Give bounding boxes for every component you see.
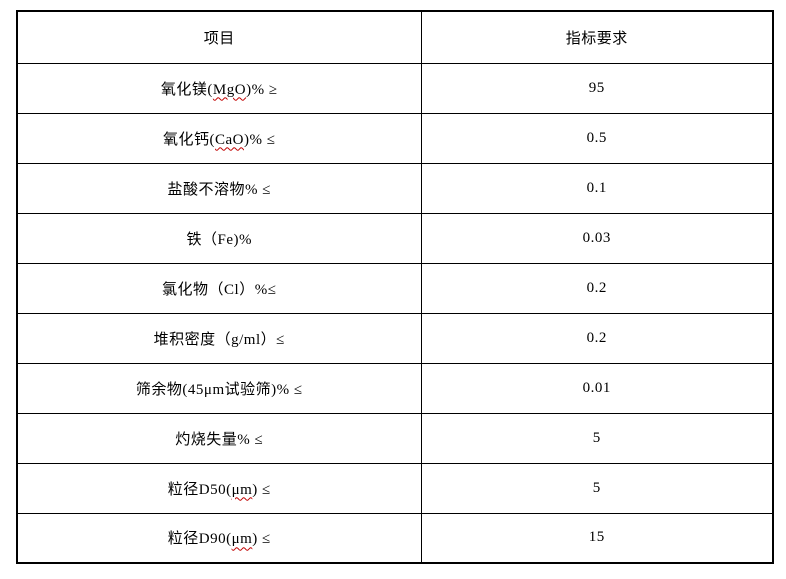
table-row: 粒径D90(μm) ≤15 [16,512,774,564]
item-label-text: 粒径D50( [167,481,232,498]
requirement-value-cell: 0.01 [420,362,774,414]
item-label-text: )% ≥ [246,81,278,98]
table-row: 氯化物（Cl）%≤ 0.2 [16,262,774,314]
table-row: 堆积密度（g/ml）≤ 0.2 [16,312,774,364]
spellcheck-squiggle-text: MgO [212,81,247,98]
item-label-text: 堆积密度（g/ml）≤ [153,331,285,348]
table-row: 氧化镁(MgO)% ≥95 [16,62,774,114]
item-label-text: ) ≤ [252,531,271,548]
requirement-value-cell: 0.2 [420,312,774,364]
requirement-value-cell: 0.1 [420,162,774,214]
header-row: 项目 指标要求 [16,10,774,64]
spellcheck-squiggle-text: CaO [215,131,244,148]
item-label-text: 粒径D90( [167,531,232,548]
requirement-value-cell: 15 [420,512,774,564]
table-body: 氧化镁(MgO)% ≥95 氧化钙(CaO)% ≤0.5 盐酸不溶物% ≤0.1 铁（… [16,62,774,564]
requirement-value-cell: 5 [420,412,774,464]
item-label-text: 灼烧失量% ≤ [175,431,264,448]
item-label-text: 氧化镁( [160,81,213,98]
table-row: 盐酸不溶物% ≤ 0.1 [16,162,774,214]
table-row: 粒径D50(μm) ≤5 [16,462,774,514]
item-label-cell: 氧化镁(MgO)% ≥ [16,62,422,114]
requirement-value-cell: 95 [420,62,774,114]
requirement-value-cell: 0.5 [420,112,774,164]
item-label-text: 铁（Fe)% [186,231,252,248]
item-label-cell: 盐酸不溶物% ≤ [16,162,422,214]
item-label-text: ) ≤ [252,481,271,498]
item-label-text: 氯化物（Cl）%≤ [162,281,277,298]
table-row: 氧化钙(CaO)% ≤0.5 [16,112,774,164]
item-label-cell: 氯化物（Cl）%≤ [16,262,422,314]
column-header-item: 项目 [16,10,422,64]
requirement-value-cell: 0.2 [420,262,774,314]
table-row: 筛余物(45μm试验筛)% ≤ 0.01 [16,362,774,414]
item-label-text: )% ≤ [244,131,276,148]
item-label-cell: 粒径D90(μm) ≤ [16,512,422,564]
table-row: 灼烧失量% ≤ 5 [16,412,774,464]
item-label-cell: 筛余物(45μm试验筛)% ≤ [16,362,422,414]
table-row: 铁（Fe)% 0.03 [16,212,774,264]
requirement-value-cell: 5 [420,462,774,514]
column-header-requirement: 指标要求 [420,10,774,64]
item-label-cell: 氧化钙(CaO)% ≤ [16,112,422,164]
item-label-cell: 粒径D50(μm) ≤ [16,462,422,514]
item-label-text: 氧化钙( [163,131,215,148]
item-label-cell: 堆积密度（g/ml）≤ [16,312,422,364]
item-label-cell: 铁（Fe)% [16,212,422,264]
spec-table: 项目 指标要求 氧化镁(MgO)% ≥95 氧化钙(CaO)% ≤0.5 盐酸不溶物… [16,10,774,564]
item-label-text: 盐酸不溶物% ≤ [167,181,271,198]
spellcheck-squiggle-text: μm [231,481,253,498]
item-label-text: 筛余物(45μm试验筛)% ≤ [135,381,303,398]
item-label-cell: 灼烧失量% ≤ [16,412,422,464]
requirement-value-cell: 0.03 [420,212,774,264]
spellcheck-squiggle-text: μm [231,531,253,548]
